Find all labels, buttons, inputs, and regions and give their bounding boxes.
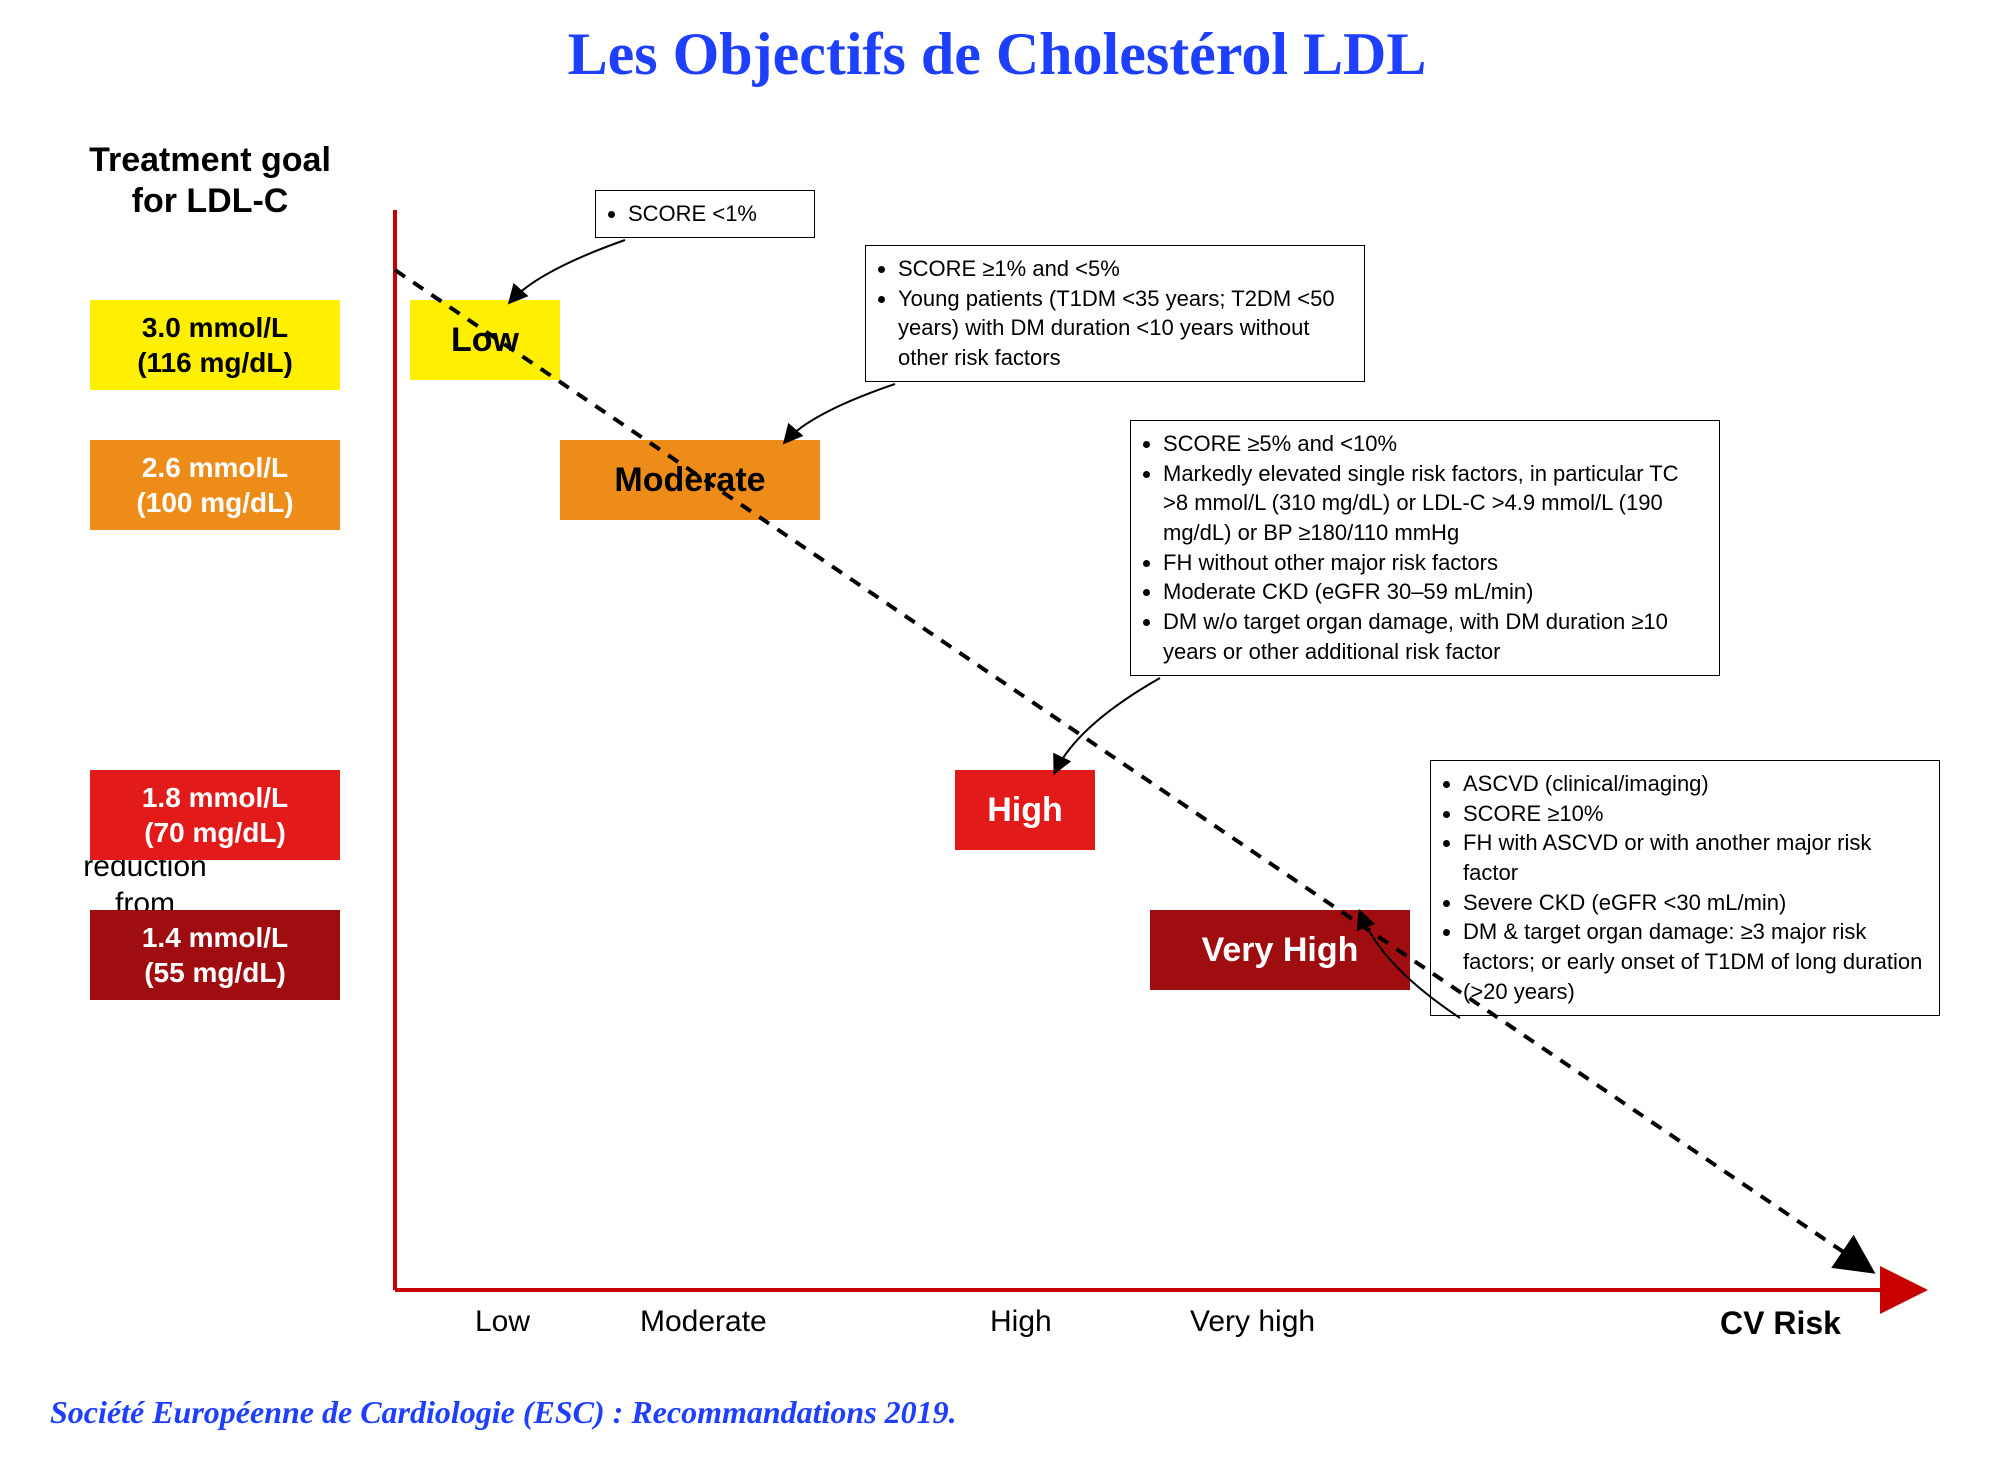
chart-svg [0,0,1994,1461]
